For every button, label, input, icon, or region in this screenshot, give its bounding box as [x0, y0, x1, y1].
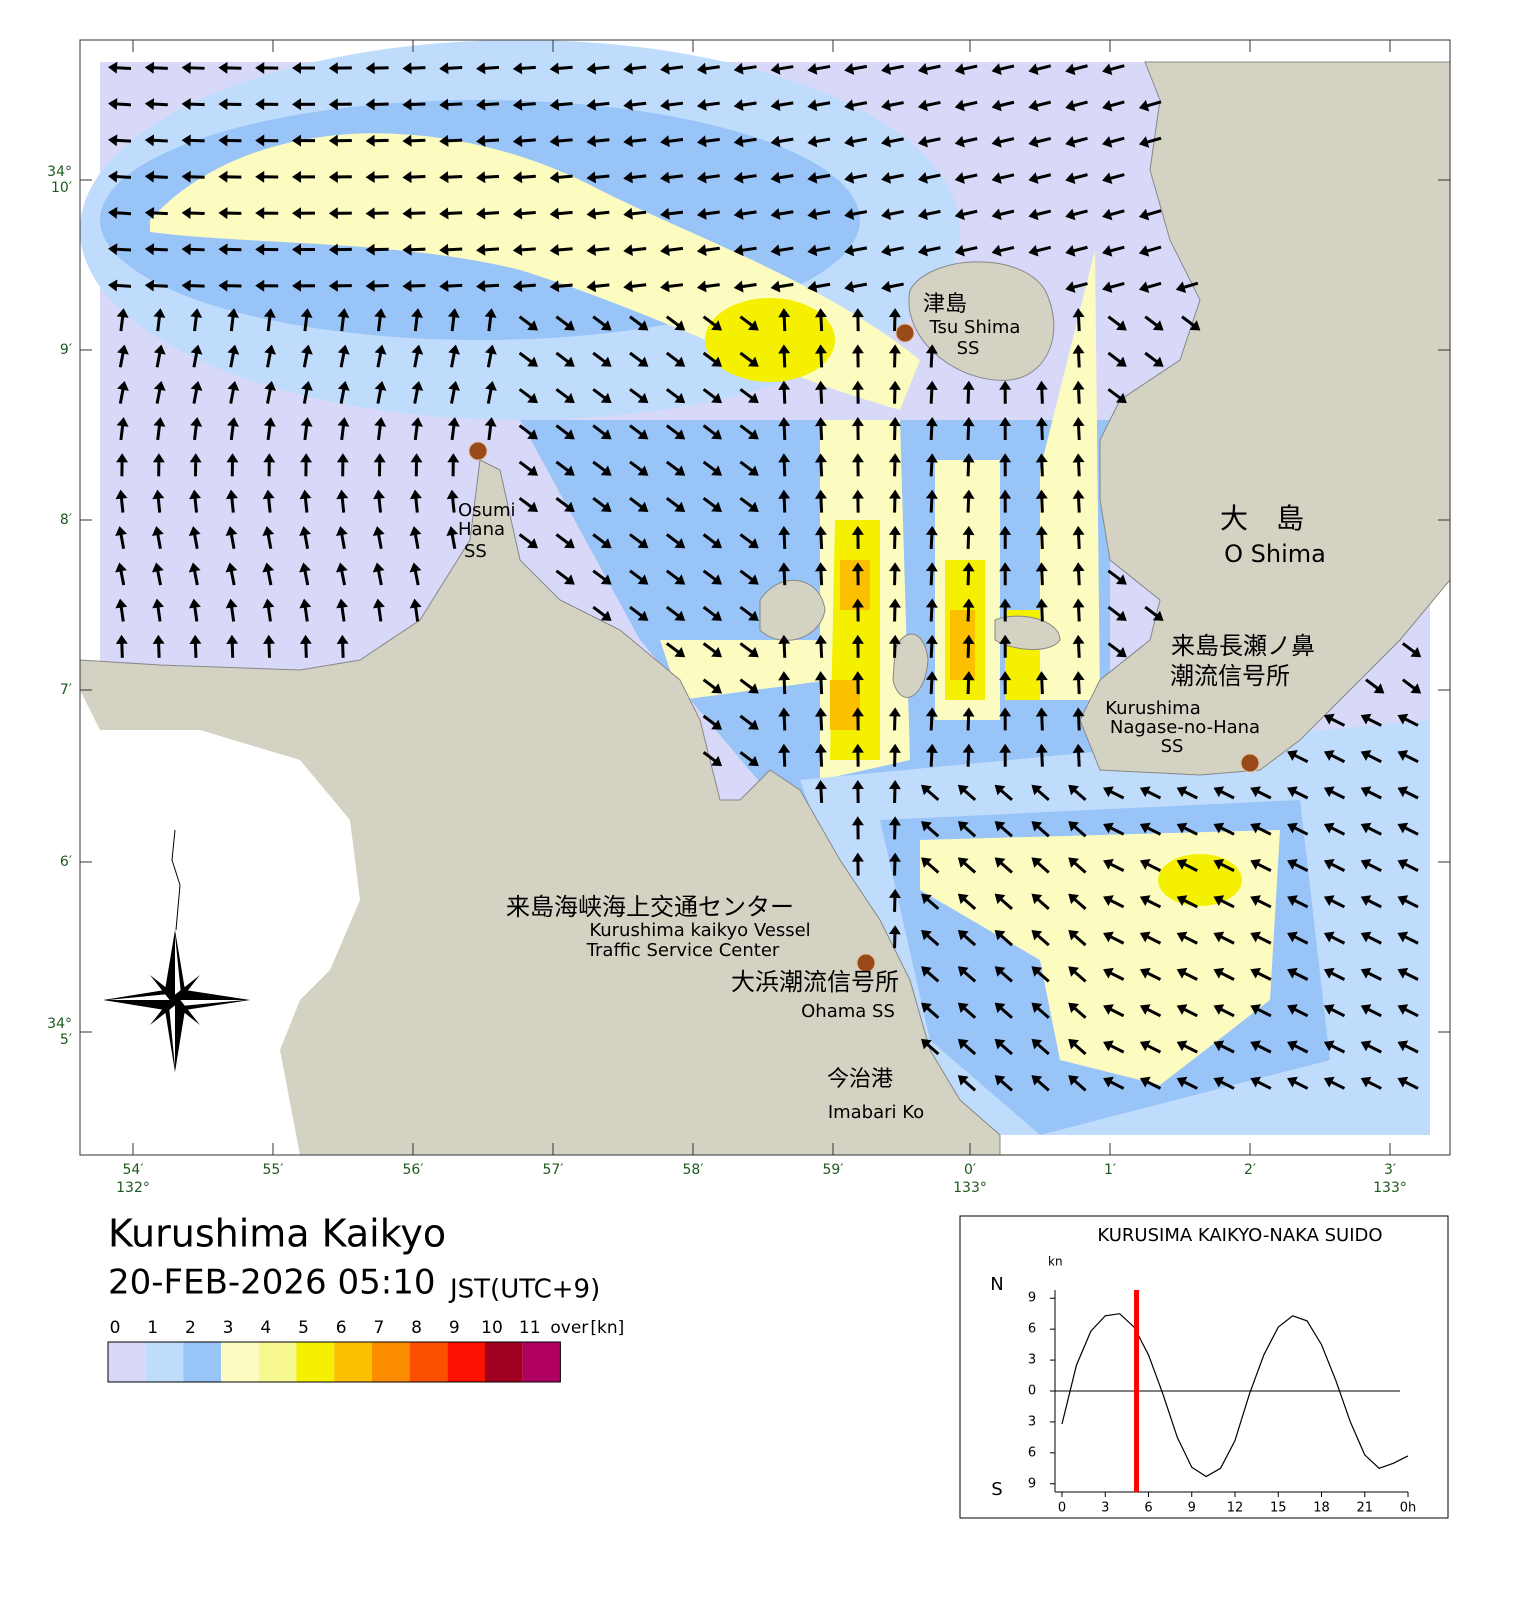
lon-label: 3′: [1384, 1162, 1396, 1178]
lon-label: 133°: [1373, 1180, 1407, 1196]
legend-level: 4: [260, 1318, 271, 1338]
place-label: Tsu Shima: [929, 317, 1021, 338]
y-tick-label: 9: [1028, 1476, 1036, 1491]
station-dot: [1241, 754, 1259, 772]
tide-unit: kn: [1048, 1255, 1063, 1269]
lon-label: 57′: [543, 1162, 564, 1178]
tide-title: KURUSIMA KAIKYO-NAKA SUIDO: [1097, 1225, 1382, 1246]
place-label: Kurushima kaikyo Vessel: [589, 920, 810, 941]
lat-label: 10′: [51, 180, 72, 196]
legend-over: over: [550, 1318, 588, 1338]
timezone: JST(UTC+9): [448, 1275, 600, 1305]
place-label: SS: [1161, 736, 1184, 757]
legend-swatch: [297, 1342, 335, 1382]
legend-level: 9: [449, 1318, 460, 1338]
place-label: 大浜潮流信号所: [731, 968, 899, 996]
legend-swatch: [221, 1342, 259, 1382]
lon-label: 54′: [123, 1162, 144, 1178]
x-tick-label: 15: [1270, 1501, 1287, 1516]
legend-level: 5: [298, 1318, 309, 1338]
place-label: Imabari Ko: [828, 1102, 924, 1123]
place-label: Osumi: [458, 500, 516, 521]
south-label: S: [991, 1479, 1002, 1500]
lat-label: 7′: [60, 682, 72, 698]
legend-level: 6: [336, 1318, 347, 1338]
lon-label: 1′: [1104, 1162, 1116, 1178]
station-dot: [896, 324, 914, 342]
legend-swatch: [447, 1342, 485, 1382]
place-label: Hana: [458, 519, 505, 540]
datetime: 20-FEB-2026 05:10: [108, 1263, 435, 1303]
y-tick-label: 9: [1028, 1291, 1036, 1306]
lat-label: 8′: [60, 512, 72, 528]
legend-swatch: [485, 1342, 523, 1382]
x-tick-label: 0h: [1400, 1501, 1417, 1516]
place-label: Traffic Service Center: [586, 940, 780, 961]
y-tick-label: 6: [1028, 1445, 1036, 1460]
lon-label: 56′: [403, 1162, 424, 1178]
place-label: 潮流信号所: [1170, 662, 1290, 690]
legend-swatch: [183, 1342, 221, 1382]
lat-label: 6′: [60, 854, 72, 870]
y-tick-label: 3: [1028, 1414, 1036, 1429]
legend-swatch: [410, 1342, 448, 1382]
x-tick-label: 18: [1313, 1501, 1330, 1516]
speed-field: [705, 298, 835, 382]
legend-level: 2: [185, 1318, 196, 1338]
legend-swatch: [523, 1342, 561, 1382]
place-label: 来島長瀬ノ鼻: [1171, 632, 1315, 660]
lon-label: 58′: [683, 1162, 704, 1178]
lat-label: 34°: [47, 164, 72, 180]
legend: 0 1 2 3 4 5 6 7 8 9 10 11 over[kn]: [108, 1318, 624, 1382]
place-label: 今治港: [827, 1067, 893, 1092]
lon-label: 0′: [964, 1162, 976, 1178]
legend-swatch: [259, 1342, 297, 1382]
map: 34°10′9′8′7′6′34°5′54′132°55′56′57′58′59…: [47, 40, 1450, 1196]
legend-level: 11: [519, 1318, 541, 1338]
place-label: 大 島: [1220, 502, 1304, 535]
lon-label: 2′: [1244, 1162, 1256, 1178]
x-tick-label: 3: [1101, 1501, 1109, 1516]
place-label: O Shima: [1224, 540, 1326, 568]
place-label: SS: [464, 541, 487, 562]
legend-level: 8: [411, 1318, 422, 1338]
place-label: Ohama SS: [801, 1001, 895, 1022]
x-tick-label: 21: [1356, 1501, 1373, 1516]
legend-level: 10: [481, 1318, 503, 1338]
lon-label: 133°: [953, 1180, 987, 1196]
place-label: 来島海峡海上交通センター: [506, 893, 794, 921]
place-label: SS: [957, 338, 980, 359]
station-dot: [469, 442, 487, 460]
lon-label: 59′: [823, 1162, 844, 1178]
north-label: N: [990, 1274, 1003, 1295]
place-label: Nagase-no-Hana: [1110, 717, 1260, 738]
legend-swatch: [372, 1342, 410, 1382]
y-tick-label: 3: [1028, 1353, 1036, 1368]
legend-swatch: [146, 1342, 184, 1382]
speed-field: [1158, 854, 1242, 906]
map-title: Kurushima Kaikyo: [108, 1212, 446, 1256]
legend-level: 7: [373, 1318, 384, 1338]
legend-level: 0: [110, 1318, 121, 1338]
y-tick-label: 6: [1028, 1322, 1036, 1337]
x-tick-label: 12: [1227, 1501, 1244, 1516]
legend-swatch: [334, 1342, 372, 1382]
legend-level: 1: [147, 1318, 158, 1338]
lat-label: 5′: [60, 1032, 72, 1048]
x-tick-label: 0: [1058, 1501, 1066, 1516]
y-tick-label: 0: [1028, 1384, 1036, 1399]
legend-swatch: [108, 1342, 146, 1382]
lat-label: 34°: [47, 1016, 72, 1032]
x-tick-label: 9: [1188, 1501, 1196, 1516]
lon-label: 55′: [263, 1162, 284, 1178]
place-label: 津島: [923, 292, 967, 317]
legend-level: 3: [223, 1318, 234, 1338]
place-label: Kurushima: [1105, 698, 1200, 719]
lon-label: 132°: [116, 1180, 150, 1196]
lat-label: 9′: [60, 342, 72, 358]
legend-unit: [kn]: [590, 1318, 624, 1338]
x-tick-label: 6: [1144, 1501, 1152, 1516]
